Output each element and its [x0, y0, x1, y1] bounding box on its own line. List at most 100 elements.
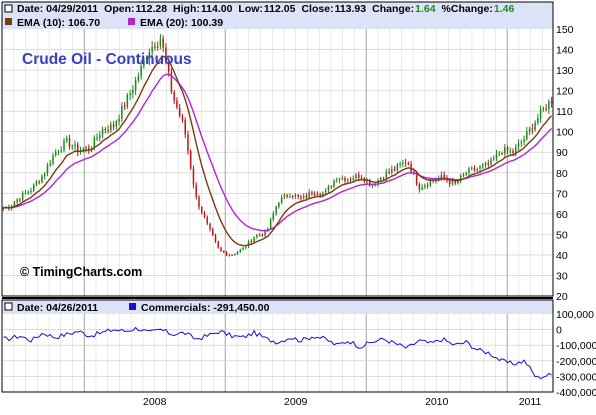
price-candle [278, 203, 280, 207]
price-candle [404, 162, 407, 164]
price-candle [520, 142, 523, 144]
price-candle [484, 163, 487, 165]
price-candle [418, 184, 421, 190]
price-candle [264, 230, 266, 236]
price-candle [479, 166, 481, 169]
price-candle [468, 168, 470, 173]
price-candle [24, 192, 27, 194]
price-candle [236, 251, 239, 254]
price-candle [143, 60, 145, 66]
price-candle [308, 192, 310, 198]
lower-series [3, 326, 552, 380]
price-candle [473, 168, 476, 171]
price-candle [198, 196, 200, 208]
price-candle [187, 134, 189, 151]
price-candle [429, 180, 432, 186]
lower-date-label: Date: 04/26/2011 [17, 302, 98, 314]
upper-header-band [2, 2, 553, 29]
price-candle [495, 153, 498, 159]
price-candle [253, 237, 255, 242]
price-candle [490, 159, 492, 165]
header-ohlc-line: Date: 04/29/2011 Open:112.28 High:114.00 Lo… [17, 3, 514, 15]
watermark-label: © TimingCharts.com [20, 265, 142, 279]
y-tick-label: 130 [556, 65, 574, 77]
price-candle [349, 179, 352, 181]
price-candle [16, 199, 18, 203]
lower-date-checkbox-icon[interactable] [4, 302, 13, 311]
price-candle [476, 168, 478, 171]
price-candle [231, 254, 233, 256]
price-candle [512, 150, 514, 154]
price-candle [371, 185, 374, 187]
price-candle [528, 128, 531, 132]
price-candle [481, 164, 484, 167]
axis-labels: 20 30 40 50 60 70 80 90 100 110 120 130 140 150 100,00… [143, 24, 596, 408]
price-candle [399, 164, 401, 166]
price-candle [269, 219, 272, 229]
price-candle [32, 184, 35, 191]
price-candle [154, 46, 156, 49]
price-candle [448, 180, 451, 185]
price-candle [209, 223, 211, 230]
price-candle [316, 194, 319, 196]
price-candle [145, 59, 148, 61]
price-candle [245, 246, 247, 248]
price-candle [322, 192, 324, 196]
price-candle [54, 151, 57, 156]
y-tick-label: -400,000 [556, 387, 596, 399]
price-candle [60, 150, 62, 152]
price-candle [250, 241, 253, 243]
price-candle [217, 241, 220, 248]
price-candle [173, 91, 175, 101]
price-candle [247, 241, 250, 247]
price-candle [327, 186, 330, 191]
price-candle [369, 179, 371, 186]
price-candle [129, 93, 131, 96]
header-open-value: 112.28 [136, 3, 168, 15]
y-tick-label: 100,000 [556, 309, 594, 321]
y-tick-label: 50 [556, 229, 568, 241]
price-candle [184, 120, 186, 135]
header-high-label: High: [173, 3, 200, 15]
price-candle [41, 176, 43, 183]
price-candle [107, 129, 109, 131]
ema10-line [3, 55, 553, 247]
price-candle [77, 144, 79, 153]
ema20-legend-label: EMA (20): 100.39 [140, 17, 223, 29]
y-tick-label: 150 [556, 24, 574, 36]
x-tick-label: 2010 [425, 396, 449, 408]
y-tick-label: 40 [556, 250, 568, 262]
price-candle [294, 195, 297, 197]
price-candle [451, 181, 454, 185]
price-candle [43, 173, 46, 177]
price-candle [170, 71, 173, 92]
price-candle [118, 118, 120, 122]
price-candle [148, 52, 151, 60]
price-candle [189, 150, 192, 169]
header-change-value: 1.64 [415, 3, 436, 15]
price-candle [272, 213, 275, 220]
price-candle [550, 101, 553, 104]
y-tick-label: 110 [556, 106, 573, 118]
date-checkbox-icon[interactable] [4, 4, 13, 13]
lower-grid [1, 314, 553, 392]
price-candle [267, 228, 269, 231]
price-candle [291, 196, 294, 198]
y-tick-label: 90 [556, 147, 568, 159]
price-candle [501, 153, 503, 155]
header-pct-change-label: %Change: [442, 3, 493, 15]
price-candle [195, 184, 197, 197]
price-candle [531, 128, 534, 130]
price-candle [506, 147, 509, 151]
price-candle [388, 171, 390, 173]
price-candle [319, 194, 321, 196]
price-candle [239, 249, 242, 252]
price-candle [311, 192, 313, 195]
price-candle [225, 252, 228, 255]
price-candle [526, 131, 528, 140]
price-candle [123, 105, 126, 107]
price-candle [176, 100, 178, 108]
y-tick-label: 120 [556, 86, 574, 98]
y-tick-label: -200,000 [556, 356, 596, 368]
price-candle [57, 151, 60, 153]
